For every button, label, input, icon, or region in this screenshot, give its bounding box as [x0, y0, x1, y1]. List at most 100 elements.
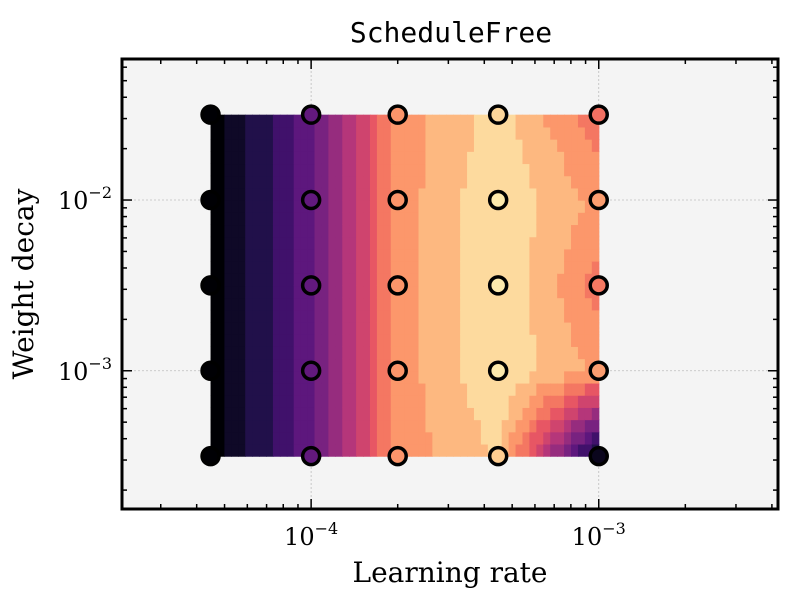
heatmap-cell [259, 175, 267, 189]
heatmap-cell [307, 321, 316, 335]
heatmap-cell [272, 212, 281, 226]
heatmap-cell [259, 334, 267, 347]
heatmap-cell [515, 139, 524, 152]
heatmap-cell [210, 212, 219, 226]
heatmap-cell [328, 285, 336, 299]
heatmap-cell [404, 419, 413, 433]
heatmap-cell [487, 407, 496, 421]
heatmap-cell [342, 407, 350, 421]
heatmap-cell [252, 431, 260, 445]
heatmap-cell [446, 261, 454, 274]
heatmap-cell [522, 200, 531, 213]
heatmap-cell [272, 285, 281, 299]
heatmap-cell [453, 151, 461, 165]
heatmap-cell [418, 224, 427, 238]
heatmap-cell [529, 407, 537, 421]
heatmap-cell [390, 382, 399, 396]
heatmap-cell [266, 200, 274, 213]
heatmap-cell [397, 419, 406, 433]
heatmap-cell [439, 285, 447, 299]
heatmap-cell [335, 261, 343, 274]
heatmap-cell [432, 248, 440, 262]
heatmap-cell [390, 126, 399, 140]
heatmap-cell [328, 212, 336, 226]
heatmap-cell [245, 114, 253, 128]
heatmap-cell [390, 175, 399, 189]
heatmap-cell [383, 334, 392, 347]
heatmap-cell [480, 139, 489, 152]
heatmap-cell [473, 419, 482, 433]
heatmap-cell [522, 321, 531, 335]
heatmap-cell [328, 151, 336, 165]
heatmap-cell [439, 236, 447, 250]
heatmap-cell [543, 370, 551, 384]
heatmap-cell [501, 261, 510, 274]
heatmap-cell [293, 163, 302, 177]
heatmap-cell [321, 431, 329, 445]
heatmap-cell [480, 443, 489, 457]
heatmap-cell [369, 334, 378, 347]
heatmap-cell [494, 297, 503, 311]
heatmap-cell [307, 175, 316, 189]
heatmap-cell [335, 395, 343, 408]
heatmap-cell [529, 200, 537, 213]
heatmap-cell [584, 334, 593, 347]
heatmap-cell [446, 126, 454, 140]
heatmap-cell [564, 346, 572, 360]
heatmap-cell [480, 126, 489, 140]
heatmap-cell [453, 334, 461, 347]
heatmap-cell [342, 139, 350, 152]
heatmap-cell [536, 224, 544, 238]
heatmap-cell [217, 407, 226, 421]
ticks: 10−4 10−310−210−3 [58, 59, 778, 551]
heatmap-cell [293, 273, 302, 287]
heatmap-cell [508, 273, 517, 287]
heatmap-cell [383, 151, 392, 165]
heatmap-cell [286, 395, 295, 408]
heatmap-cell [571, 407, 579, 421]
heatmap-cell [252, 212, 260, 226]
heatmap-cell [529, 248, 537, 262]
heatmap-cell [342, 273, 350, 287]
heatmap-cell [467, 431, 475, 445]
heatmap-cell [515, 321, 524, 335]
heatmap-cell [286, 382, 295, 396]
heatmap-cell [487, 236, 496, 250]
heatmap-cell [453, 139, 461, 152]
heatmap-cell [473, 236, 482, 250]
heatmap-cell [245, 321, 253, 335]
heatmap-cell [335, 248, 343, 262]
heatmap-cell [473, 114, 482, 128]
heatmap-cell [577, 187, 586, 201]
heatmap-cell [557, 273, 565, 287]
heatmap-cell [300, 407, 309, 421]
heatmap-cell [328, 175, 336, 189]
heatmap-cell [446, 395, 454, 408]
heatmap-cell [356, 407, 364, 421]
heatmap-cell [369, 382, 378, 396]
heatmap-cell [543, 175, 551, 189]
data-point [487, 275, 509, 296]
heatmap-cell [252, 126, 260, 140]
heatmap-cell [238, 236, 246, 250]
heatmap-cell [418, 163, 427, 177]
heatmap-cell [577, 248, 586, 262]
heatmap-cell [376, 431, 385, 445]
heatmap-cell [508, 321, 517, 335]
heatmap-cell [272, 200, 281, 213]
heatmap-cell [439, 321, 447, 335]
heatmap-cell [217, 431, 226, 445]
heatmap-cell [210, 175, 219, 189]
heatmap-cell [404, 297, 413, 311]
heatmap-cell [550, 407, 558, 421]
heatmap-cell [300, 334, 309, 347]
heatmap-cell [487, 163, 496, 177]
heatmap-cell [473, 407, 482, 421]
heatmap-cell [564, 163, 572, 177]
heatmap-cell [425, 236, 433, 250]
heatmap-cell [453, 273, 461, 287]
heatmap-cell [245, 309, 253, 323]
heatmap-cell [411, 370, 420, 384]
heatmap-cell [321, 175, 329, 189]
heatmap-cell [501, 139, 510, 152]
